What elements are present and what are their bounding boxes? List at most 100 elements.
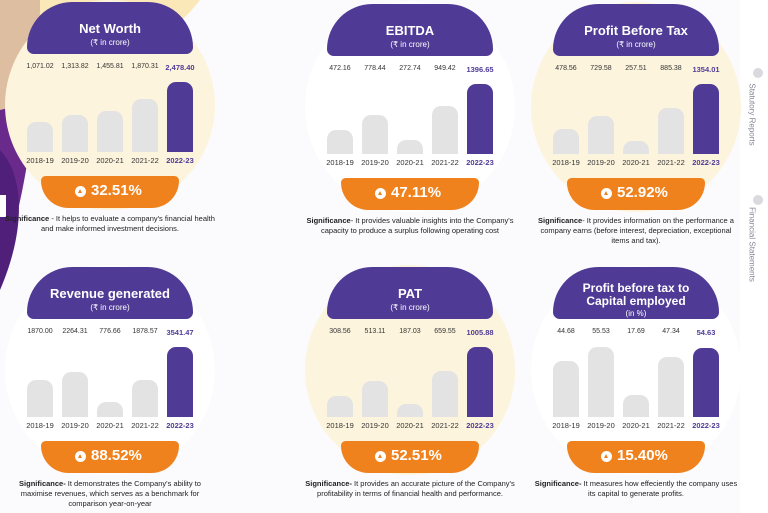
year-tick-label: 2022-23 [466,158,494,167]
data-label: 1354.01 [692,65,720,74]
significance-text: Significance- It demonstrates the Compan… [5,479,215,509]
chart-bar [327,396,353,417]
card-subtitle: (₹ in crore) [390,40,430,49]
chart-bar [132,99,158,152]
significance-text: Significance- It provides valuable insig… [305,216,515,236]
significance-label: Significance [538,216,583,225]
significance-body: It provides an accurate picture of the C… [317,479,515,498]
card-title: PAT [397,286,423,301]
significance-text: Significance- It measures how effecientl… [531,479,741,499]
year-tick-label: 2022-23 [166,156,194,165]
chart-bar [553,129,579,154]
card-title: Revenue generated [50,286,170,301]
nav-dot-statutory[interactable] [753,68,763,78]
chart-bar [432,106,458,154]
kpi-card: EBITDA (₹ in crore) 472.16 2018-19 778.44 201… [305,2,515,247]
card-title-cap [327,4,493,56]
arrow-up-icon [75,451,86,462]
significance-label: Significance [5,214,50,223]
growth-badge: 15.40% [567,441,705,473]
nav-dot-financial[interactable] [753,195,763,205]
nav-item-financial-statements[interactable]: Financial Statements [747,207,757,282]
nav-item-statutory-reports[interactable]: Statutory Reports [747,83,757,146]
growth-badge: 52.92% [567,178,705,210]
chart-bar [693,348,719,417]
data-label: 1870.00 [27,328,53,335]
year-tick-label: 2018-19 [552,158,580,167]
data-label: 44.68 [557,328,575,335]
chart-bar [397,140,423,154]
card-title: Net Worth [79,21,141,36]
chart-bar [27,380,53,417]
year-tick-label: 2018-19 [552,421,580,430]
significance-body: - It helps to evaluate a company's finan… [41,214,215,233]
chart-bar [693,84,719,154]
significance-text: Significance- It provides an accurate pi… [305,479,515,499]
year-tick-label: 2019-20 [361,158,389,167]
significance-body: It measures how effeciently the company … [581,479,738,498]
card-title-cap [327,267,493,319]
chart-bar [62,372,88,417]
significance-body: - It provides information on the perform… [540,216,734,245]
data-label: 1878.57 [132,328,158,335]
chart-bar [62,115,88,152]
chart-bar [658,108,684,154]
card-subtitle: (₹ in crore) [616,40,656,49]
significance-label: Significance- [305,479,352,488]
year-tick-label: 2019-20 [61,421,89,430]
data-label: 885.38 [660,65,682,72]
growth-value: 32.51% [91,182,142,199]
chart-bar [132,380,158,417]
significance-body: It demonstrates the Company's ability to… [20,479,201,508]
year-tick-label: 2020-21 [96,156,124,165]
data-label: 2,478.40 [165,63,195,72]
year-tick-label: 2021-22 [431,421,459,430]
year-tick-label: 2020-21 [622,421,650,430]
growth-badge: 47.11% [341,178,479,210]
card-subtitle: (₹ in crore) [90,303,130,312]
year-tick-label: 2020-21 [396,158,424,167]
significance-text: Significance - It helps to evaluate a co… [5,214,215,234]
arrow-up-icon [75,186,86,197]
data-label: 778.44 [364,65,386,72]
data-label: 187.03 [399,328,421,335]
data-label: 1396.65 [466,65,494,74]
significance-body: - It provides valuable insights into the… [320,216,514,235]
data-label: 1005.88 [466,328,494,337]
kpi-card: Revenue generated (₹ in crore) 1870.00 2018… [5,265,215,510]
year-tick-label: 2019-20 [361,421,389,430]
year-tick-label: 2019-20 [587,158,615,167]
data-label: 257.51 [625,65,647,72]
significance-text: Significance- It provides information on… [531,216,741,246]
arrow-up-icon [601,451,612,462]
significance-label: Significance- [534,479,582,488]
year-tick-label: 2022-23 [692,421,720,430]
data-label: 1,870.31 [131,63,159,70]
data-label: 55.53 [592,328,610,335]
year-tick-label: 2020-21 [396,421,424,430]
growth-value: 47.11% [391,184,442,201]
year-tick-label: 2018-19 [326,158,354,167]
year-tick-label: 2021-22 [431,158,459,167]
chart-bar [362,381,388,417]
chart-bar [397,404,423,417]
year-tick-label: 2019-20 [61,156,89,165]
card-title: Profit before tax to Capital employed [582,281,690,308]
chart-bar [362,115,388,154]
year-tick-label: 2020-21 [96,421,124,430]
significance-label: Significance- [19,479,66,488]
card-subtitle: (₹ in crore) [90,38,130,47]
year-tick-label: 2019-20 [587,421,615,430]
card-subtitle: (in %) [625,309,647,318]
chart-bar [588,116,614,154]
data-label: 659.55 [434,328,456,335]
chart-bar [327,130,353,154]
kpi-card: Profit Before Tax (₹ in crore) 478.56 2018-… [531,2,741,247]
chart-bar [167,82,193,152]
data-label: 472.16 [329,65,351,72]
kpi-card: Profit before tax to Capital employed (in… [531,265,741,510]
chart-bar [623,395,649,417]
data-label: 1,313.82 [61,63,89,70]
data-label: 513.11 [364,328,386,335]
growth-value: 52.92% [617,184,668,201]
